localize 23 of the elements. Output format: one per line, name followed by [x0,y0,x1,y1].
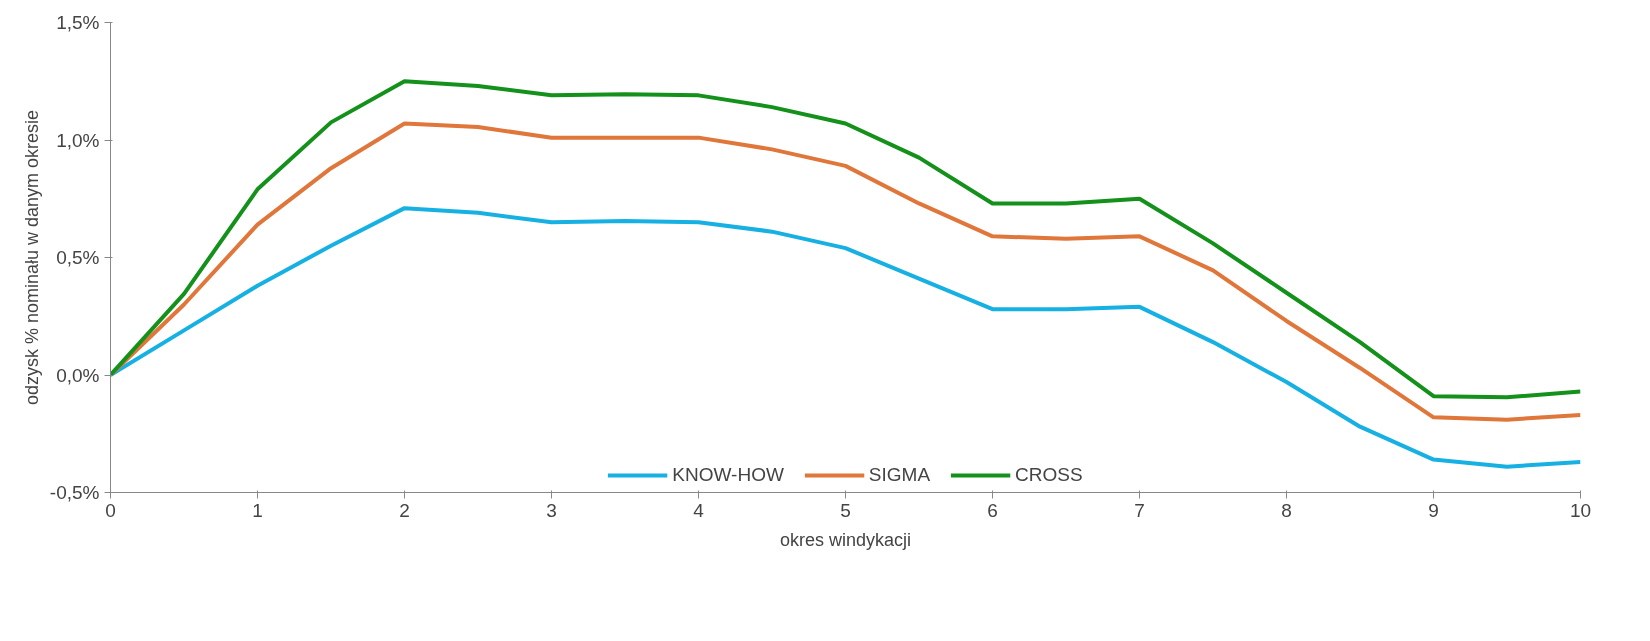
legend-label: KNOW-HOW [672,464,784,486]
legend-label: CROSS [1015,464,1083,486]
x-tick-label: 9 [1428,499,1439,521]
x-tick-label: 0 [105,499,116,521]
y-tick-label: -0,5% [49,482,100,503]
x-tick-label: 5 [840,499,851,521]
y-tick-label: 1,0% [56,129,100,151]
x-axis-title: okres windykacji [779,529,912,550]
x-tick-label: 3 [546,499,557,521]
x-tick-label: 4 [693,499,705,521]
x-tick-label: 6 [987,499,998,521]
y-tick-label: 0,5% [56,247,100,268]
x-tick-label: 1 [252,499,263,521]
y-axis-title: odzysk % nominału w danym okresie [21,109,42,406]
legend-label: SIGMA [868,464,931,486]
line-series [110,206,1581,469]
x-tick-label: 2 [399,499,410,521]
y-tick-label: 0,0% [56,364,100,386]
x-tick-label: 7 [1134,499,1145,521]
x-tick-label: 8 [1281,499,1292,521]
line-series [110,79,1581,400]
y-tick-label: 1,5% [56,12,100,33]
x-tick-label: 10 [1569,499,1592,521]
